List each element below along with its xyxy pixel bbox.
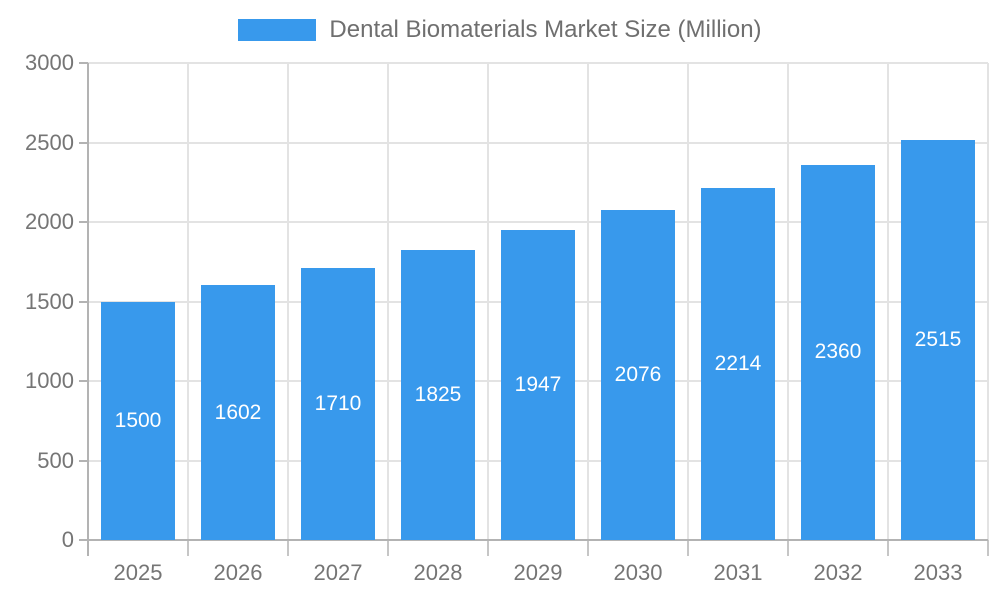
x-gridline: [387, 63, 389, 540]
y-axis-label: 2000: [25, 209, 74, 234]
x-axis-tick: [87, 540, 89, 556]
x-gridline: [887, 63, 889, 540]
x-axis-label: 2030: [613, 560, 663, 585]
bar-value-label: 1500: [114, 408, 162, 432]
y-axis-label: 0: [61, 527, 74, 552]
y-gridline: [88, 62, 988, 64]
y-axis-tick: [79, 62, 88, 64]
bar-value-label: 2515: [914, 328, 962, 352]
y-axis-tick: [79, 300, 88, 303]
x-axis-tick: [487, 540, 489, 556]
bar-value-label: 2076: [614, 362, 662, 386]
bar: [401, 249, 475, 540]
x-axis-label: 2032: [813, 560, 863, 585]
x-axis-tick: [787, 540, 789, 556]
bar: [101, 301, 175, 540]
x-gridline: [787, 63, 789, 540]
x-gridline: [187, 63, 189, 540]
bar: [601, 209, 675, 540]
x-gridline: [287, 63, 289, 540]
y-gridline: [88, 141, 988, 144]
bar: [301, 268, 375, 540]
x-axis-label: 2026: [213, 560, 263, 585]
x-gridline: [487, 63, 489, 540]
legend-swatch: [238, 19, 317, 41]
y-axis-tick: [79, 221, 88, 223]
x-axis-tick: [587, 540, 589, 556]
x-axis-tick: [987, 540, 989, 556]
y-axis-tick: [79, 380, 88, 382]
bar-value-label: 1710: [314, 392, 362, 416]
bar: [801, 164, 875, 540]
x-axis-tick: [187, 540, 189, 556]
bar-value-label: 1602: [214, 400, 262, 424]
chart-legend[interactable]: Dental Biomaterials Market Size (Million…: [0, 16, 1000, 44]
bar: [901, 140, 975, 540]
y-axis-label: 1000: [25, 368, 74, 393]
x-axis-tick: [887, 540, 889, 556]
y-axis-label: 1500: [25, 288, 74, 314]
y-gridline: [88, 221, 988, 223]
bar: [201, 285, 275, 540]
x-axis-tick: [287, 540, 289, 556]
y-axis-tick: [79, 141, 88, 144]
bar-value-label: 2214: [714, 351, 762, 375]
x-gridline: [987, 63, 989, 540]
bar: [701, 187, 775, 540]
y-axis-tick: [79, 459, 88, 462]
bar-value-label: 1947: [514, 373, 562, 397]
bar-value-label: 2360: [814, 340, 862, 364]
x-axis-tick: [387, 540, 389, 556]
y-axis-label: 500: [37, 447, 74, 473]
y-axis-label: 2500: [25, 129, 74, 155]
x-axis-label: 2028: [413, 560, 463, 585]
x-gridline: [587, 63, 589, 540]
bar: [501, 230, 575, 540]
y-axis-label: 3000: [25, 50, 74, 75]
x-axis-label: 2025: [113, 560, 163, 585]
legend-label: Dental Biomaterials Market Size (Million…: [329, 16, 762, 43]
x-gridline: [687, 63, 689, 540]
bar-value-label: 1825: [414, 382, 462, 406]
y-axis-line: [87, 63, 89, 540]
x-axis-label: 2029: [513, 560, 563, 585]
x-axis-label: 2027: [313, 560, 363, 585]
x-axis-label: 2031: [713, 560, 763, 585]
x-axis-label: 2033: [913, 560, 963, 585]
x-axis-line: [79, 539, 988, 541]
x-axis-tick: [687, 540, 689, 556]
